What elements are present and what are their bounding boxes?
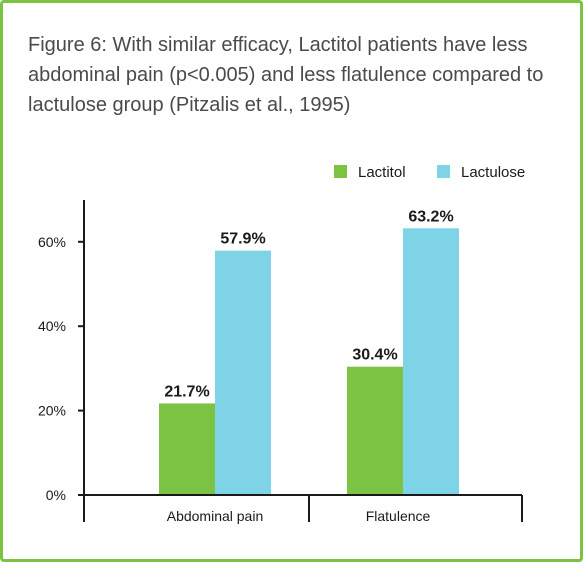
data-label: 63.2% <box>408 208 453 225</box>
legend: Lactitol Lactulose <box>334 164 525 181</box>
x-tick-label: Flatulence <box>366 508 431 524</box>
x-tick-label: Abdominal pain <box>167 508 264 524</box>
legend-swatch-lactitol <box>334 165 347 178</box>
legend-swatch-lactulose <box>437 165 450 178</box>
data-label: 30.4% <box>352 347 397 364</box>
chart-title: Figure 6: With similar efficacy, Lactito… <box>28 34 544 116</box>
legend-label-lactitol: Lactitol <box>358 164 406 181</box>
data-label: 57.9% <box>220 231 265 248</box>
y-tick-label: 40% <box>38 318 66 334</box>
bars: 21.7% 30.4% 57.9% 63.2% <box>159 208 459 495</box>
axes: 0% 20% 40% 60% Abdominal pain Flatulence <box>38 200 523 524</box>
bar-lactulose <box>403 228 459 495</box>
y-tick-label: 60% <box>38 234 66 250</box>
bar-lactitol <box>159 403 215 495</box>
data-label: 21.7% <box>164 383 209 400</box>
y-tick-label: 20% <box>38 403 66 419</box>
bar-lactulose <box>215 250 271 495</box>
y-tick-label: 0% <box>46 487 66 503</box>
bar-lactitol <box>347 366 403 495</box>
legend-label-lactulose: Lactulose <box>461 164 525 181</box>
